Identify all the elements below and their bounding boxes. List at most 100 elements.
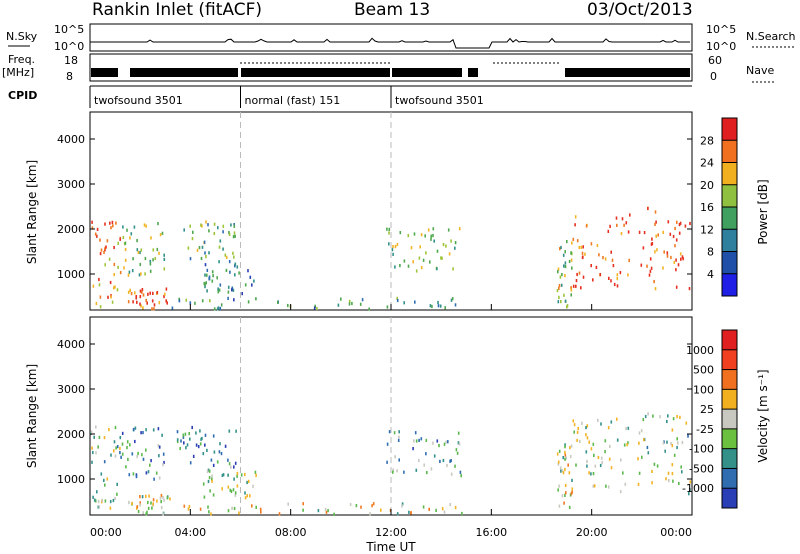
range-gate-cell [209, 489, 211, 493]
range-gate-cell [103, 478, 105, 482]
range-gate-cell [136, 505, 139, 509]
range-gate-cell [420, 233, 423, 237]
range-gate-cell [183, 441, 185, 445]
range-gate-cell [446, 463, 448, 468]
range-gate-cell [161, 231, 164, 235]
range-gate-cell [592, 472, 595, 476]
range-gate-cell [165, 287, 168, 291]
range-gate-cell [450, 239, 452, 243]
ytick-label-3: 4000 [57, 133, 85, 146]
range-gate-cell [157, 427, 160, 431]
range-gate-cell [157, 222, 159, 226]
range-gate-cell [441, 507, 444, 511]
nave-label: Nave [746, 64, 774, 77]
range-gate-cell [225, 268, 228, 272]
range-gate-cell [577, 426, 579, 431]
range-gate-cell [103, 436, 106, 440]
range-gate-cell [678, 223, 681, 227]
range-gate-cell [128, 500, 130, 505]
range-gate-cell [581, 255, 584, 260]
range-gate-cell [136, 239, 138, 243]
range-gate-cell [189, 224, 191, 228]
range-gate-cell [455, 448, 458, 452]
range-gate-cell [622, 471, 624, 475]
range-gate-cell [386, 442, 389, 446]
range-gate-cell [670, 442, 672, 446]
range-gate-cell [148, 494, 150, 498]
range-gate-cell [150, 501, 152, 505]
range-gate-cell [95, 425, 97, 429]
range-gate-cell [93, 435, 95, 439]
range-gate-cell [147, 500, 149, 505]
range-gate-cell [447, 440, 449, 444]
range-gate-cell [424, 234, 426, 238]
range-gate-cell [425, 251, 427, 255]
range-gate-cell [160, 493, 163, 498]
range-gate-cell [141, 290, 143, 294]
range-gate-cell [396, 242, 399, 247]
cpid-row: twofsound 3501 normal (fast) 151 twofsound… [89, 85, 692, 108]
range-gate-cell [147, 292, 149, 296]
range-gate-cell [205, 220, 207, 224]
range-gate-cell [430, 237, 432, 241]
range-gate-cell [576, 272, 578, 277]
range-gate-cell [666, 440, 668, 444]
colorbar-tick-label-2: 12 [700, 223, 714, 236]
range-gate-cell [601, 461, 603, 465]
range-gate-cell [689, 221, 691, 226]
range-gate-cell [302, 502, 304, 506]
range-gate-cell [142, 306, 144, 310]
xtick-label-2: 08:00 [275, 526, 307, 539]
range-gate-cell [649, 269, 652, 273]
range-gate-cell [582, 275, 585, 279]
ytick-label-1: 2000 [57, 428, 85, 441]
range-gate-cell [249, 275, 252, 279]
range-gate-cell [146, 301, 148, 305]
range-gate-cell [150, 459, 152, 463]
range-gate-cell [313, 306, 316, 310]
range-gate-cell [259, 507, 262, 511]
range-gate-cell [619, 271, 622, 275]
range-gate-cell [452, 267, 454, 271]
nsky-strip-frame [89, 23, 693, 52]
range-gate-cell [422, 505, 425, 509]
range-gate-cell [209, 299, 211, 303]
range-gate-cell [113, 440, 116, 444]
range-gate-cell [213, 307, 216, 311]
range-gate-cell [415, 269, 418, 273]
range-gate-cell [138, 273, 141, 277]
range-gate-cell [104, 263, 106, 267]
range-gate-cell [227, 485, 230, 489]
range-gate-cell [137, 451, 139, 456]
range-gate-cell [158, 454, 160, 458]
range-gate-cell [681, 255, 684, 259]
range-gate-cell [585, 426, 587, 430]
range-gate-cell [611, 258, 614, 262]
range-gate-cell [236, 265, 239, 269]
range-gate-cell [653, 462, 656, 466]
range-gate-cell [386, 305, 389, 309]
range-gate-cell [457, 431, 460, 435]
range-gate-cell [205, 255, 207, 259]
range-gate-cell [227, 290, 230, 294]
range-gate-cell [564, 457, 566, 461]
range-gate-cell [142, 293, 145, 297]
range-gate-cell [443, 442, 446, 446]
range-gate-cell [419, 245, 421, 249]
range-gate-cell [388, 231, 390, 235]
range-gate-cell [585, 224, 588, 228]
range-gate-cell [557, 267, 560, 271]
nsearch-label: N.Search [746, 30, 796, 43]
range-gate-cell [571, 241, 573, 245]
range-gate-cell [198, 246, 201, 250]
range-gate-cell [392, 245, 394, 249]
range-gate-cell [571, 487, 574, 491]
power-yticks: 1000 2000 3000 4000 [57, 133, 692, 281]
range-gate-cell [627, 273, 629, 277]
range-gate-cell [101, 498, 103, 502]
range-gate-cell [232, 488, 235, 492]
range-gate-cell [623, 443, 626, 447]
range-gate-cell [314, 304, 316, 308]
range-gate-cell [207, 468, 210, 472]
range-gate-cell [408, 510, 410, 514]
